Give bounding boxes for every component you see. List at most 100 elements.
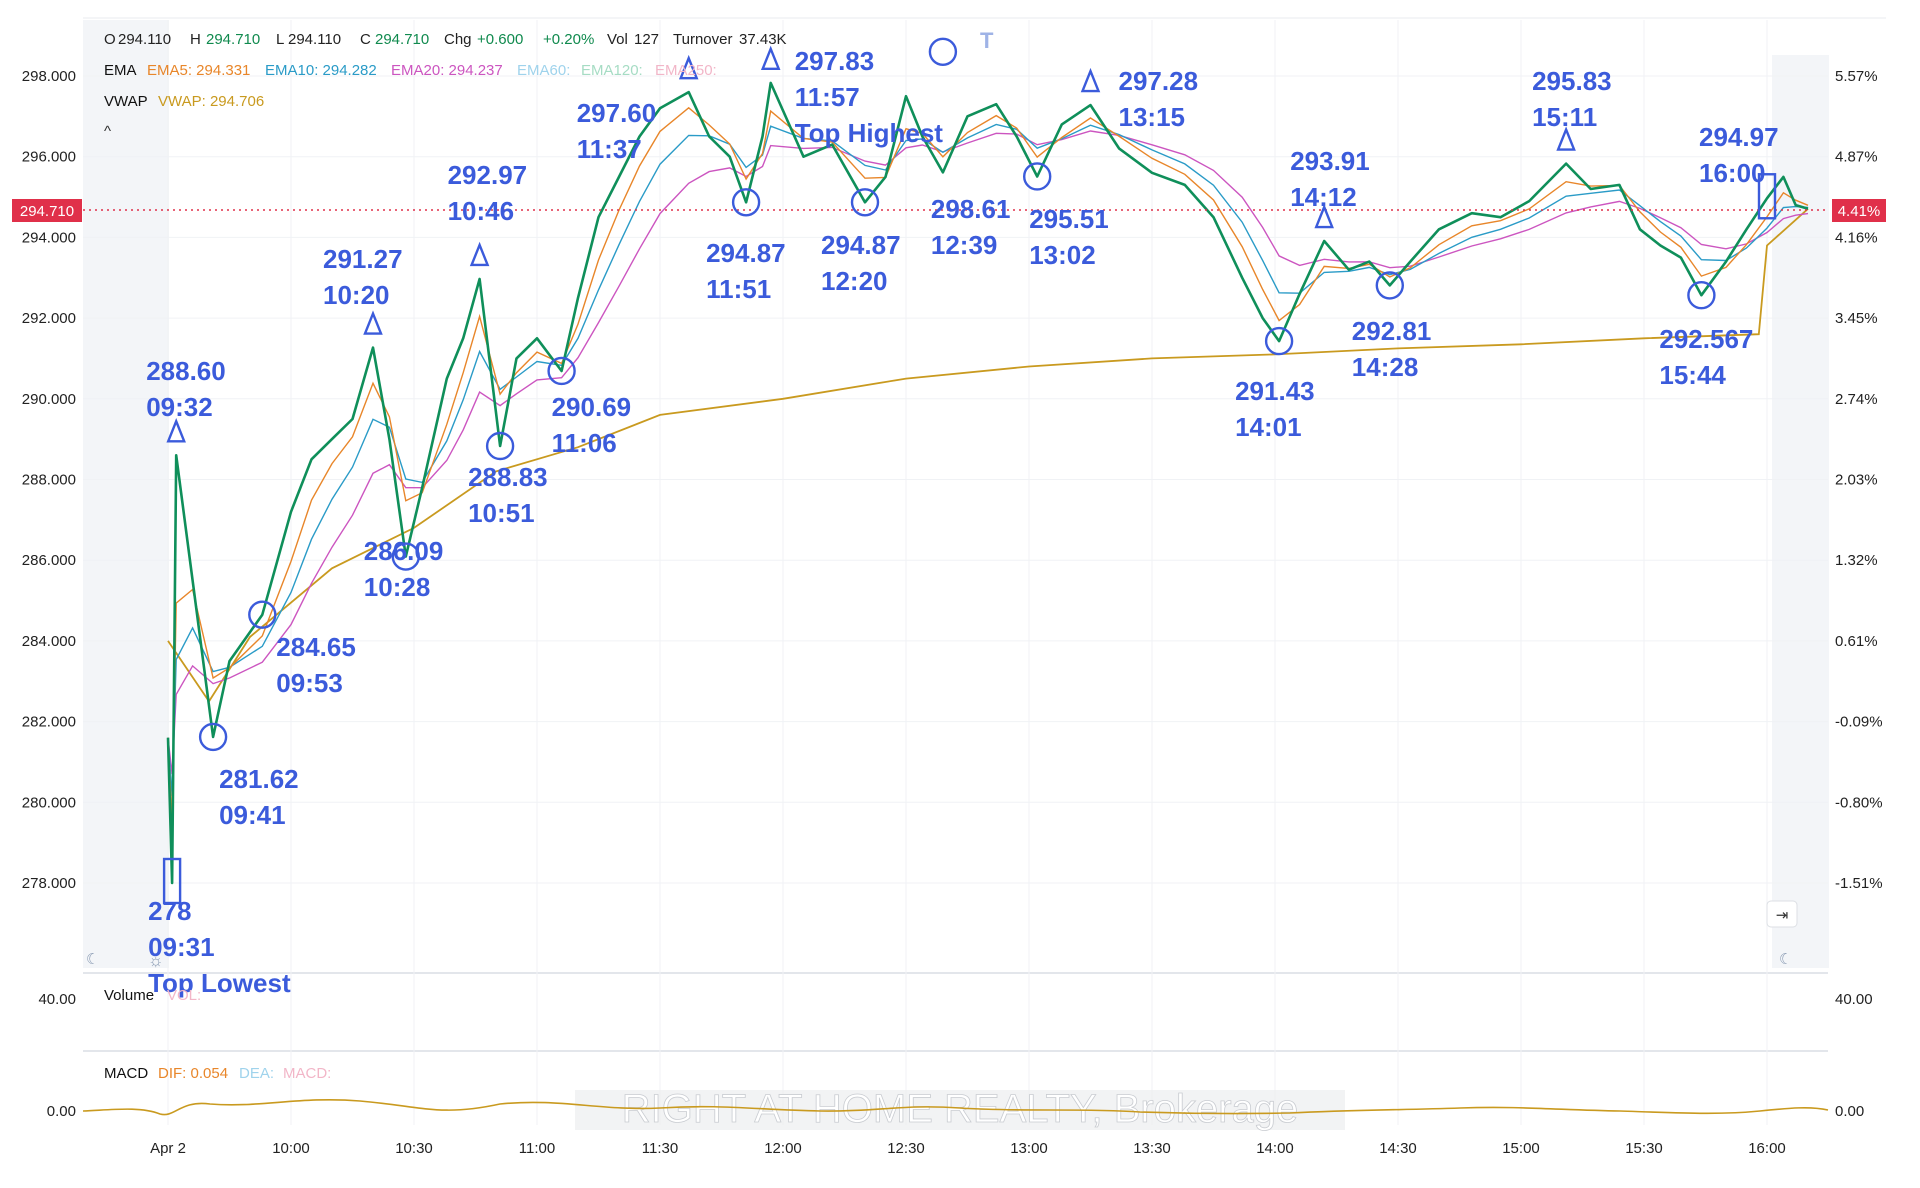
x-axis: Apr 2 10:00 10:30 11:00 11:30 12:00 12:30 13:00… bbox=[150, 1140, 1786, 1157]
anno-circle-marker bbox=[1022, 162, 1052, 191]
y-right-tick-label: 1.32% bbox=[1835, 552, 1878, 569]
anno-value-label: 281.62 bbox=[219, 764, 299, 794]
moon-icon: ☾ bbox=[86, 951, 99, 968]
x-tick-label: 10:30 bbox=[395, 1140, 433, 1157]
series-lines bbox=[166, 81, 1809, 885]
grid bbox=[83, 20, 1828, 1125]
anno-time-label: 12:20 bbox=[821, 266, 888, 296]
y-tick-label: 278.000 bbox=[22, 875, 76, 892]
anno-value-label: 292.97 bbox=[448, 160, 528, 190]
anno-value-label: 293.91 bbox=[1290, 146, 1370, 176]
watermark-bg bbox=[575, 1090, 1345, 1130]
last-price-tag-text: 294.710 bbox=[20, 203, 74, 220]
anno-value-label: 297.60 bbox=[577, 98, 657, 128]
y-axis-right: 5.57% 4.87% 4.16% 3.45% 2.74% 2.03% 1.32% 0.61%… bbox=[1835, 68, 1883, 892]
y-right-tick-label: 4.16% bbox=[1835, 229, 1878, 246]
price-line bbox=[166, 81, 1809, 885]
volume-label: Volume bbox=[104, 987, 154, 1004]
volume-left-tick: 40.00 bbox=[38, 991, 76, 1008]
anno-time-label: 12:39 bbox=[931, 230, 998, 260]
ema-label: EMA bbox=[104, 62, 137, 79]
anno-triangle-marker bbox=[1556, 126, 1576, 151]
vwap-value: VWAP: 294.706 bbox=[158, 93, 264, 110]
anno-value-label: 294.87 bbox=[821, 230, 901, 260]
anno-rect-marker bbox=[162, 857, 182, 905]
anno-triangle-marker bbox=[1080, 67, 1101, 93]
x-tick-label: 14:30 bbox=[1379, 1140, 1417, 1157]
y-tick-label: 292.000 bbox=[22, 310, 76, 327]
annotation: 298.61 12:39 bbox=[928, 37, 1010, 260]
premarket-shade bbox=[83, 20, 169, 968]
y-tick-label: 290.000 bbox=[22, 391, 76, 408]
anno-value-label: 286.09 bbox=[364, 536, 444, 566]
anno-triangle-marker bbox=[760, 45, 781, 71]
anno-time-label: 15:11 bbox=[1532, 102, 1597, 132]
x-tick-label: Apr 2 bbox=[150, 1140, 186, 1157]
annotation: 294.97 16:00 bbox=[1699, 122, 1779, 220]
anno-time-label: 15:44 bbox=[1659, 360, 1726, 390]
annotation: 297.60 11:37 bbox=[577, 54, 699, 164]
vol-label: Vol bbox=[607, 31, 628, 48]
collapse-legend-button[interactable]: ^ bbox=[104, 123, 111, 140]
anno-circle-marker bbox=[485, 431, 515, 461]
annotation: 291.43 14:01 bbox=[1235, 326, 1315, 442]
anno-triangle-marker bbox=[469, 241, 490, 267]
anno-time-label: 13:15 bbox=[1119, 102, 1186, 132]
anno-time-label: 09:41 bbox=[219, 800, 286, 830]
y-right-tick-label: 2.74% bbox=[1835, 391, 1878, 408]
annotation: 281.62 09:41 bbox=[198, 722, 299, 830]
anno-circle-marker bbox=[1375, 271, 1405, 300]
ohlc-header: O 294.110 H 294.710 L 294.110 C 294.710 … bbox=[104, 28, 994, 53]
ema120-value: EMA120: bbox=[581, 62, 643, 79]
anno-circle-marker bbox=[731, 188, 761, 217]
macd-panel: MACD DIF: 0.054 DEA: MACD: 0.00 0.00 bbox=[47, 1065, 1864, 1120]
annotation: 295.83 15:11 bbox=[1532, 66, 1612, 151]
anno-time-label: 10:28 bbox=[364, 572, 431, 602]
anno-value-label: 297.83 bbox=[795, 46, 875, 76]
y-tick-label: 288.000 bbox=[22, 472, 76, 489]
high-label: H bbox=[190, 31, 201, 48]
anno-value-label: 297.28 bbox=[1119, 66, 1199, 96]
ema250-value: EMA250: bbox=[655, 62, 717, 79]
jump-to-latest-icon: ⇥ bbox=[1776, 907, 1789, 924]
jump-to-latest-button[interactable]: ⇥ bbox=[1766, 900, 1798, 928]
annotation: 284.65 09:53 bbox=[248, 600, 356, 698]
annotation: 291.27 10:20 bbox=[323, 244, 403, 335]
anno-time-label: 16:00 bbox=[1699, 158, 1766, 188]
ema60-value: EMA60: bbox=[517, 62, 570, 79]
annotation: 292.97 10:46 bbox=[448, 160, 528, 267]
chg-label: Chg bbox=[444, 31, 472, 48]
volume-right-tick: 40.00 bbox=[1835, 991, 1873, 1008]
anno-circle-marker bbox=[928, 37, 958, 66]
anno-circle-marker bbox=[1264, 326, 1294, 356]
watermark-text: RIGHT AT HOME REALTY, Brokerage bbox=[622, 1087, 1299, 1131]
y-tick-label: 284.000 bbox=[22, 633, 76, 650]
annotation: 293.91 14:12 bbox=[1290, 146, 1370, 229]
y-tick-label: 286.000 bbox=[22, 552, 76, 569]
ema5-value: EMA5: 294.331 bbox=[147, 62, 250, 79]
anno-value-label: 294.87 bbox=[706, 238, 786, 268]
annotation: 297.83 11:57 Top Highest bbox=[760, 45, 943, 148]
x-tick-label: 12:00 bbox=[764, 1140, 802, 1157]
macd-label: MACD bbox=[104, 1065, 148, 1082]
low-label: L bbox=[276, 31, 284, 48]
anno-time-label: 13:02 bbox=[1029, 240, 1096, 270]
moon-icon-right: ☾ bbox=[1779, 951, 1792, 968]
open-label: O bbox=[104, 31, 116, 48]
open-value: 294.110 bbox=[118, 31, 171, 48]
anno-circle-marker bbox=[391, 542, 420, 571]
anno-time-label: 14:28 bbox=[1352, 352, 1419, 382]
x-tick-label: 13:30 bbox=[1133, 1140, 1171, 1157]
macd-dea-value: DEA: bbox=[239, 1065, 274, 1082]
y-tick-label: 294.000 bbox=[22, 229, 76, 246]
y-tick-label: 280.000 bbox=[22, 794, 76, 811]
annotation: 288.83 10:51 bbox=[468, 431, 548, 528]
anno-circle-marker bbox=[248, 600, 277, 629]
anno-rect-marker bbox=[1757, 173, 1777, 220]
anno-circle-marker bbox=[1687, 281, 1716, 310]
last-pct-tag bbox=[1832, 199, 1886, 222]
annotation: 292.567 15:44 bbox=[1659, 281, 1753, 390]
chg-value: +0.600 bbox=[477, 31, 523, 48]
